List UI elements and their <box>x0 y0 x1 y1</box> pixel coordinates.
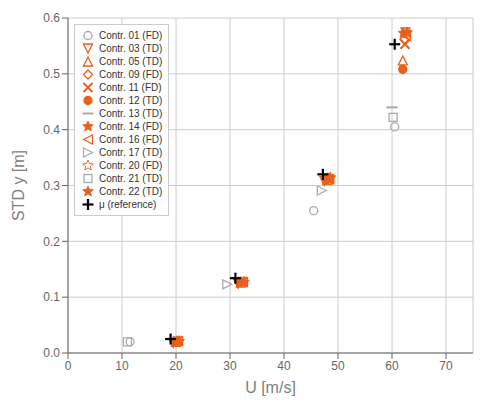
html-text:Contr. 13 (TD): Contr. 13 (TD) <box>99 108 163 119</box>
svg-text:70: 70 <box>439 359 453 373</box>
html-text:Contr. 09 (FD): Contr. 09 (FD) <box>99 69 163 80</box>
html-text:Contr. 12 (TD): Contr. 12 (TD) <box>99 95 163 106</box>
html-text:Contr. 11 (FD): Contr. 11 (FD) <box>99 82 162 93</box>
html-text:Contr. 22 (TD): Contr. 22 (TD) <box>99 186 163 197</box>
svg-text:0: 0 <box>65 359 72 373</box>
svg-text:0.6: 0.6 <box>43 11 60 25</box>
svg-text:0.5: 0.5 <box>43 67 60 81</box>
svg-text:50: 50 <box>331 359 345 373</box>
svg-text:40: 40 <box>277 359 291 373</box>
html-text:Contr. 14 (FD): Contr. 14 (FD) <box>99 121 163 132</box>
svg-text:10: 10 <box>115 359 129 373</box>
svg-text:0.1: 0.1 <box>43 290 60 304</box>
html-text:Contr. 20 (FD): Contr. 20 (FD) <box>99 160 163 171</box>
svg-text:0.2: 0.2 <box>43 235 60 249</box>
svg-text:STD y [m]: STD y [m] <box>10 150 27 221</box>
svg-text:20: 20 <box>169 359 183 373</box>
html-text:μ (reference): μ (reference) <box>99 199 157 210</box>
html-text:Contr. 17 (TD): Contr. 17 (TD) <box>99 147 163 158</box>
svg-text:30: 30 <box>223 359 237 373</box>
html-text:Contr. 03 (TD): Contr. 03 (TD) <box>99 43 163 54</box>
html-text:Contr. 21 (TD): Contr. 21 (TD) <box>99 173 163 184</box>
svg-text:0.3: 0.3 <box>43 179 60 193</box>
svg-text:U [m/s]: U [m/s] <box>245 379 296 396</box>
svg-text:0.4: 0.4 <box>43 123 60 137</box>
svg-text:60: 60 <box>385 359 399 373</box>
html-text:Contr. 16 (FD): Contr. 16 (FD) <box>99 134 163 145</box>
html-text:Contr. 05 (TD): Contr. 05 (TD) <box>99 56 163 67</box>
html-text:Contr. 01 (FD): Contr. 01 (FD) <box>99 30 163 41</box>
svg-text:0.0: 0.0 <box>43 346 60 360</box>
